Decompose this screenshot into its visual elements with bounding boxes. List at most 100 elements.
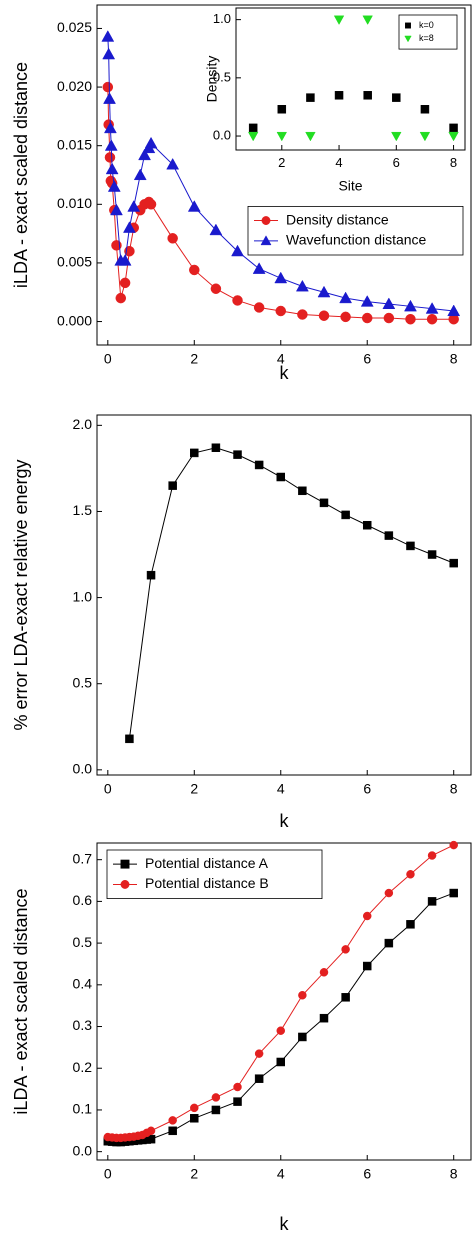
marker (252, 262, 266, 274)
marker (425, 302, 439, 314)
marker (318, 310, 330, 321)
x-tick-label: 4 (277, 1165, 285, 1181)
marker (187, 200, 201, 212)
marker (123, 221, 136, 233)
marker (426, 313, 438, 325)
marker (277, 105, 287, 114)
marker (404, 299, 417, 312)
x-tick-label: 6 (363, 1165, 371, 1181)
marker (420, 105, 430, 114)
marker (333, 15, 345, 25)
marker (110, 203, 123, 216)
marker (295, 279, 309, 292)
marker (104, 152, 116, 163)
marker (297, 309, 308, 320)
x-tick-label: 2 (190, 1165, 198, 1181)
marker (339, 291, 353, 304)
marker (247, 131, 259, 142)
marker (391, 131, 402, 142)
marker (125, 734, 134, 744)
marker (211, 1093, 221, 1102)
marker (383, 312, 395, 324)
legend-box (106, 849, 323, 899)
x-tick-label: 0 (104, 1165, 112, 1181)
marker (427, 897, 437, 906)
marker (362, 911, 372, 921)
marker (168, 481, 177, 490)
legend-marker (260, 235, 272, 246)
y-tick-label: 0.6 (73, 892, 93, 908)
marker (427, 851, 437, 860)
marker (115, 292, 127, 304)
legend-label: Potential distance B (145, 875, 269, 891)
y-tick-label: 1.5 (73, 502, 93, 518)
marker (146, 1134, 156, 1144)
marker (276, 472, 286, 482)
marker (319, 968, 329, 977)
x-axis-label: k (280, 1214, 290, 1234)
x-tick-label: 4 (277, 350, 285, 366)
marker (190, 1103, 199, 1113)
marker (406, 541, 415, 551)
x-tick-label: 8 (450, 1165, 458, 1181)
marker (405, 313, 416, 325)
marker (361, 312, 373, 324)
legend-box (398, 14, 458, 50)
x-tick-label: 8 (450, 155, 457, 170)
marker (341, 510, 350, 520)
marker (406, 870, 415, 879)
marker (118, 254, 132, 266)
marker (103, 121, 117, 134)
marker (190, 448, 199, 458)
x-tick-label: 2 (278, 155, 285, 170)
x-tick-label: 0 (104, 780, 112, 796)
y-tick-label: 0.020 (57, 78, 92, 94)
marker (146, 1126, 156, 1136)
marker (334, 91, 344, 100)
marker (210, 283, 222, 294)
series-line (128, 447, 454, 739)
marker (275, 305, 287, 317)
marker (384, 531, 394, 540)
marker (449, 558, 458, 568)
marker (133, 168, 147, 181)
marker (127, 200, 141, 212)
y-tick-label: 0.0 (73, 761, 93, 777)
marker (254, 460, 264, 470)
legend-label: Wavefunction distance (286, 232, 427, 248)
y-tick-label: 0.1 (73, 1101, 93, 1117)
marker (211, 443, 221, 452)
y-tick-label: 0.4 (73, 976, 93, 992)
marker (448, 131, 459, 142)
legend-label: Density distance (286, 211, 389, 227)
x-tick-label: 6 (363, 350, 371, 366)
marker (232, 295, 243, 306)
marker (233, 1082, 242, 1092)
y-tick-label: 0.5 (73, 934, 93, 950)
x-tick-label: 6 (393, 155, 400, 170)
legend-marker (261, 216, 271, 226)
marker (319, 498, 329, 508)
legend-marker (404, 35, 412, 43)
marker (144, 136, 158, 149)
legend-label: k=8 (419, 33, 434, 43)
x-tick-label: 4 (277, 780, 285, 796)
marker (340, 311, 351, 323)
x-tick-label: 0 (104, 350, 112, 366)
marker (166, 157, 180, 170)
marker (167, 233, 178, 244)
marker (419, 131, 431, 142)
y-tick-label: 0.7 (73, 850, 93, 866)
x-tick-label: 2 (190, 350, 198, 366)
marker (168, 1116, 177, 1125)
marker (190, 1114, 199, 1123)
marker (363, 91, 372, 100)
marker (447, 304, 461, 317)
marker (384, 888, 394, 898)
marker (119, 277, 131, 289)
y-tick-label: 0.015 (57, 136, 92, 152)
legend-label: k=0 (419, 20, 434, 30)
plot-frame (96, 414, 472, 776)
y-tick-label: 0.025 (57, 19, 92, 35)
